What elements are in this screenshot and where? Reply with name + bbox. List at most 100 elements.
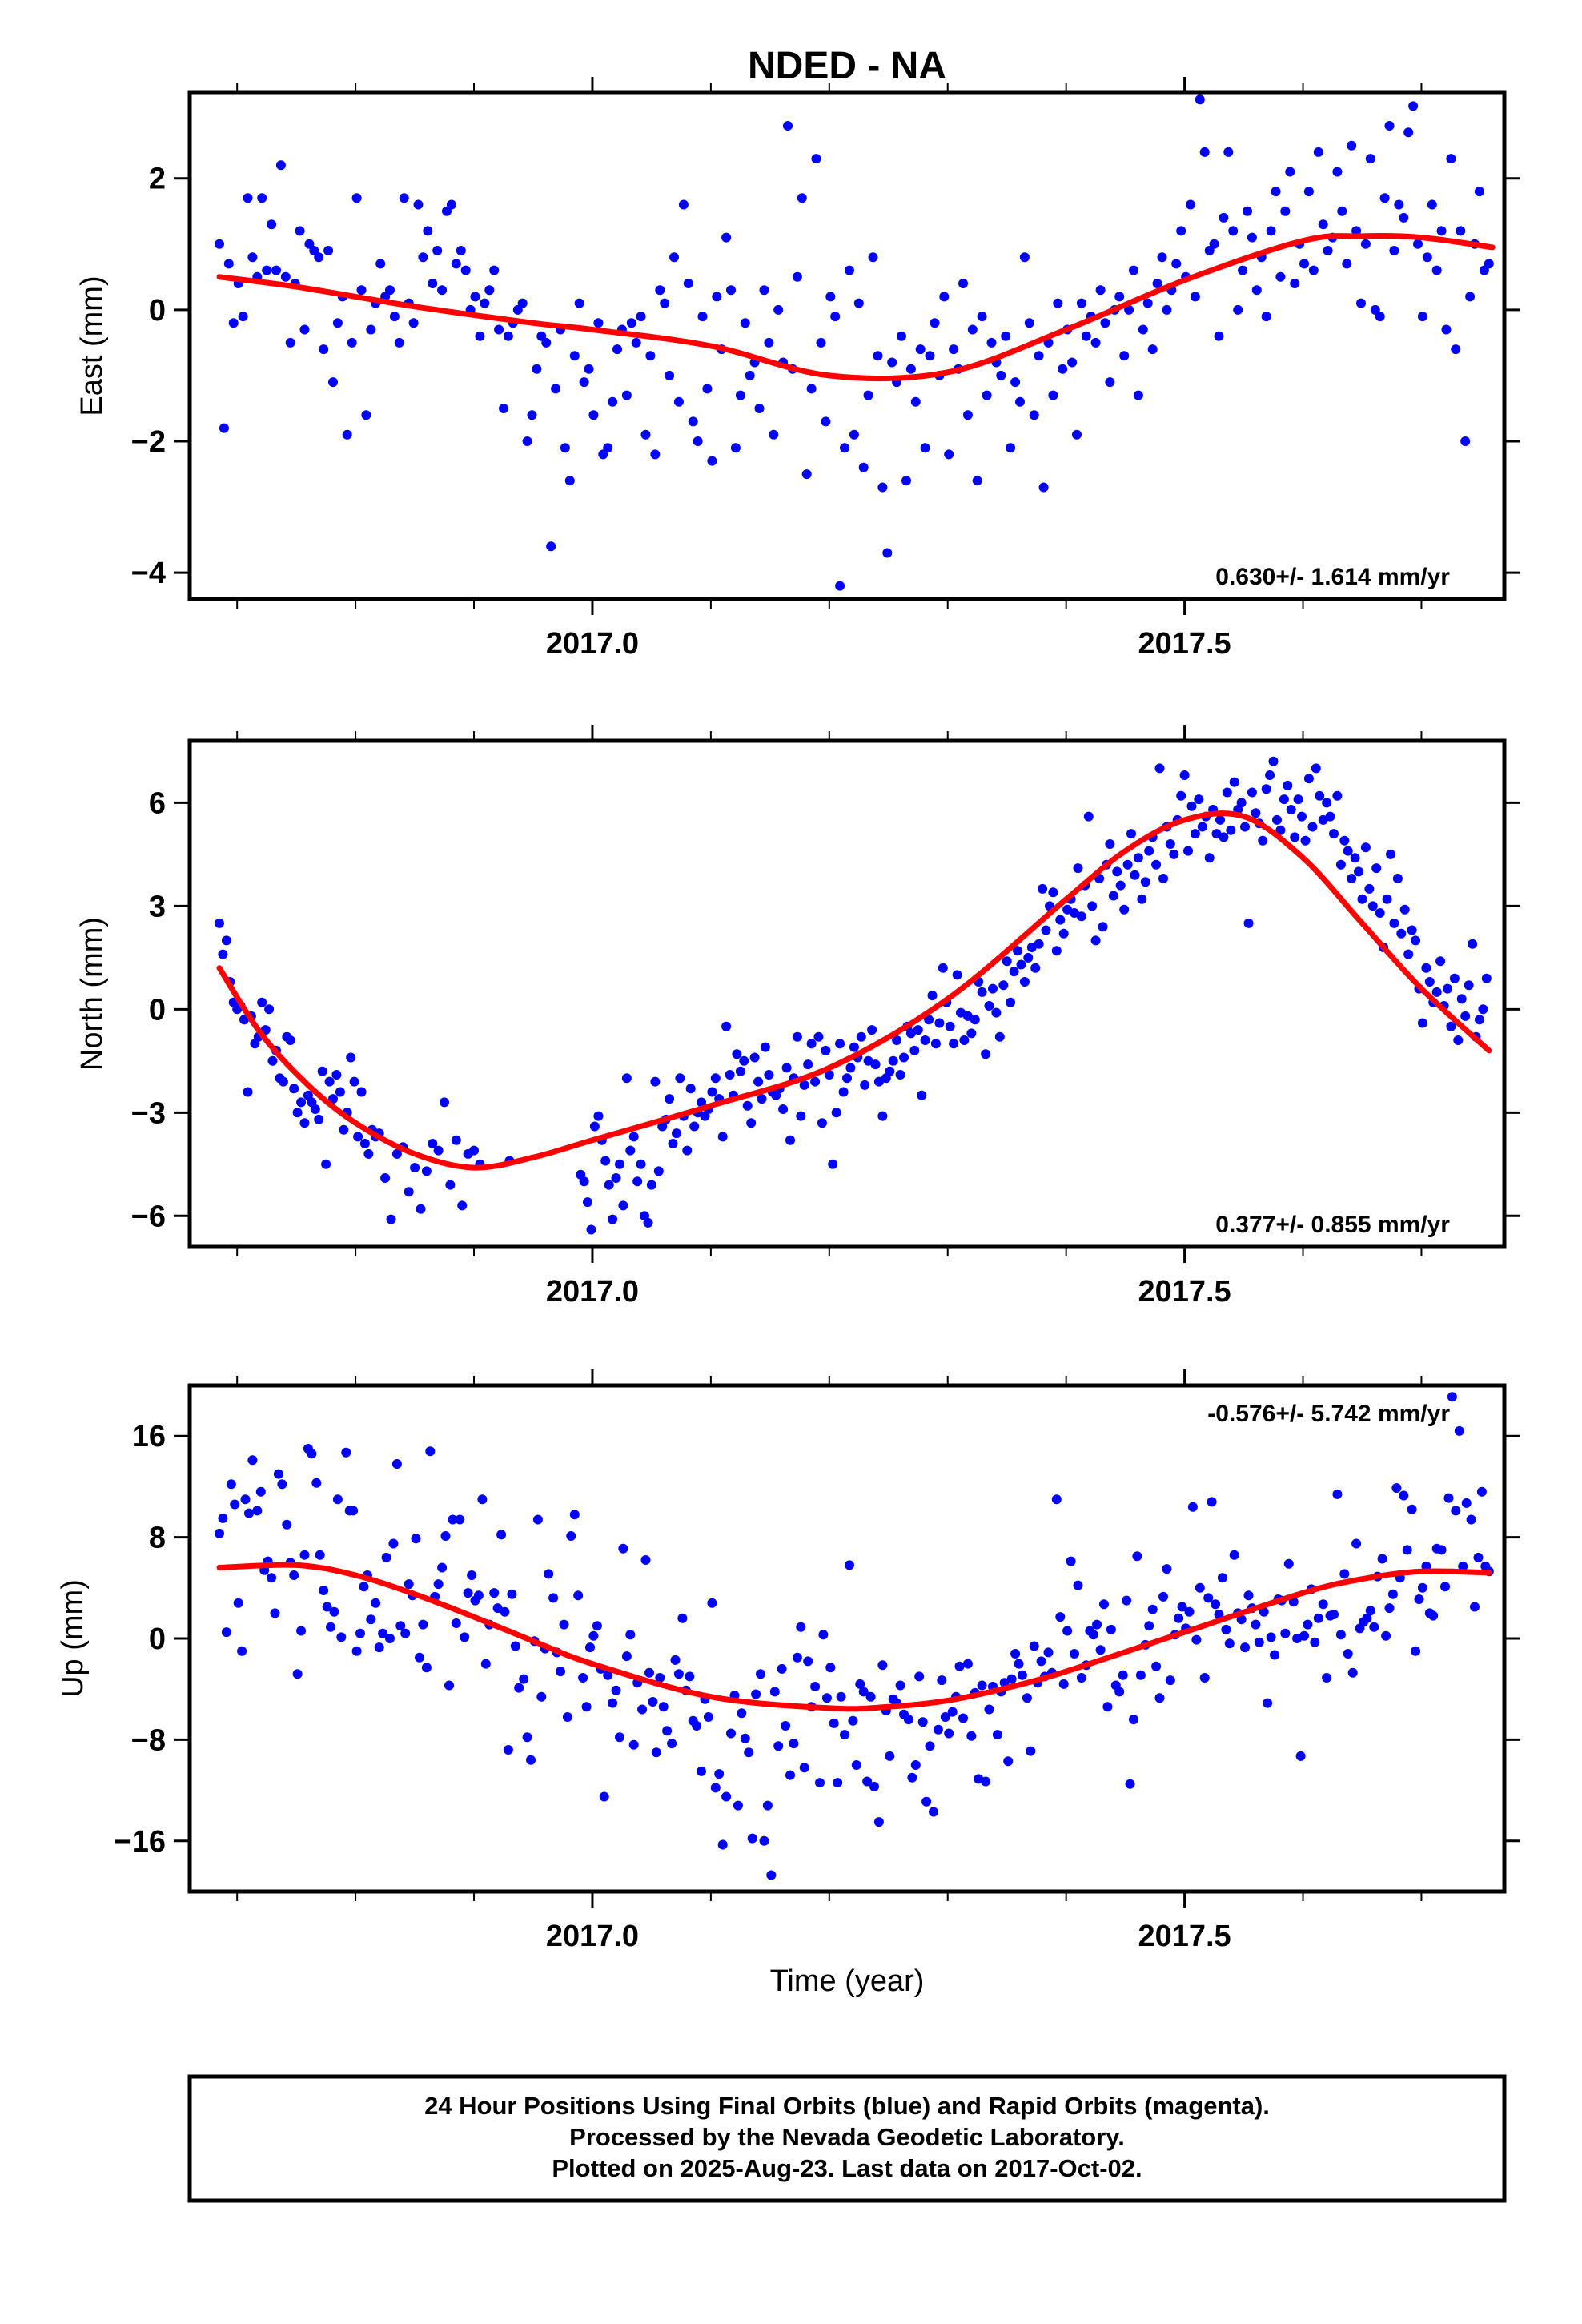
up-data-point [1070,1649,1079,1659]
east-data-point [631,337,641,348]
east-data-point [1290,279,1300,288]
up-data-point [489,1588,500,1598]
north-data-point [1258,835,1268,846]
north-data-point [1297,811,1307,822]
north-data-point [945,1021,955,1031]
north-data-point [1481,973,1492,983]
north-data-point [386,1214,396,1224]
up-data-point [1051,1494,1062,1505]
east-data-point [915,344,926,355]
east-plot-frame [187,90,1507,601]
east-data-point [432,246,443,255]
north-y-tick-label: 0 [149,993,166,1027]
up-data-point [792,1652,802,1663]
east-data-point [418,252,428,263]
east-x-tick-label: 2017.0 [546,627,639,661]
up-data-point [1263,1698,1273,1708]
up-data-point [1259,1606,1269,1617]
north-data-point [410,1163,420,1173]
north-data-point [1119,904,1130,915]
north-data-point [749,1052,760,1063]
east-data-layer [215,94,1496,591]
north-data-point [888,1055,898,1066]
north-data-point [1417,1018,1427,1028]
north-data-point [433,1145,444,1156]
up-data-point [895,1680,905,1691]
up-data-point [559,1619,569,1630]
north-data-point [324,1076,335,1087]
north-data-point [1275,825,1286,835]
east-data-point [1095,285,1106,296]
east-data-point [1162,304,1172,315]
north-data-point [1115,880,1126,891]
up-data-point [378,1628,388,1638]
east-data-point [754,404,765,413]
north-data-point [1126,829,1136,839]
up-data-point [1343,1649,1353,1659]
up-data-point [1347,1667,1358,1678]
up-data-point [341,1447,351,1458]
east-data-point [849,429,859,440]
north-data-point [267,1055,278,1066]
up-data-point [230,1499,240,1510]
north-data-point [905,1028,916,1039]
north-data-point [1339,835,1350,846]
footer-box [187,2074,1507,2203]
up-data-point [1407,1504,1417,1514]
up-data-point [296,1626,307,1636]
east-data-point [1308,265,1319,275]
north-data-point [440,1097,449,1108]
east-data-point [428,279,438,288]
up-data-point [1177,1602,1187,1612]
up-data-point [1381,1630,1391,1641]
north-data-point [813,1031,824,1042]
east-data-point [1152,279,1162,288]
up-data-point [677,1613,688,1623]
up-data-point [1014,1659,1024,1669]
north-data-point [803,1059,813,1070]
north-data-point [949,1039,959,1049]
up-data-point [1135,1670,1146,1680]
north-data-point [1058,928,1069,939]
north-data-point [885,1066,895,1076]
up-data-point [1266,1632,1276,1642]
east-data-point [361,410,371,420]
up-data-point [759,1835,769,1846]
up-y-tick-label: 16 [132,1420,166,1454]
up-data-point [1066,1556,1076,1566]
east-data-point [385,285,395,296]
east-data-point [446,199,456,210]
north-data-point [1371,863,1382,874]
north-data-point [589,1121,600,1132]
east-data-point [853,298,864,308]
north-data-point [278,1076,288,1087]
up-data-point [910,1760,921,1770]
north-data-point [1360,842,1371,853]
up-data-point [1473,1552,1484,1562]
north-data-point [1144,846,1154,856]
east-data-point [470,292,480,302]
up-data-point [599,1791,609,1802]
up-data-point [1099,1599,1109,1610]
up-data-point [374,1642,384,1653]
up-data-point [803,1656,813,1667]
up-data-point [1036,1656,1046,1667]
up-data-point [845,1560,854,1570]
north-data-point [321,1159,331,1169]
up-y-tick-label: −8 [131,1723,166,1757]
up-data-point [615,1732,624,1743]
east-data-point [1436,226,1447,236]
footer-line-3: Plotted on 2025-Aug-23. Last data on 201… [552,2154,1142,2182]
east-data-point [1195,94,1205,105]
east-data-point [769,429,779,440]
north-data-point [799,1080,809,1090]
east-data-point [655,285,665,296]
east-panel: 2017.0 2017.5 −4 −2 0 2 East (mm) 0.630+/- 1.61… [75,77,1520,661]
north-data-point [689,1121,700,1132]
north-data-point [778,1104,789,1114]
north-data-point [735,1066,745,1076]
north-data-point [1222,787,1232,798]
up-data-point [1006,1674,1017,1684]
east-data-point [702,384,713,394]
